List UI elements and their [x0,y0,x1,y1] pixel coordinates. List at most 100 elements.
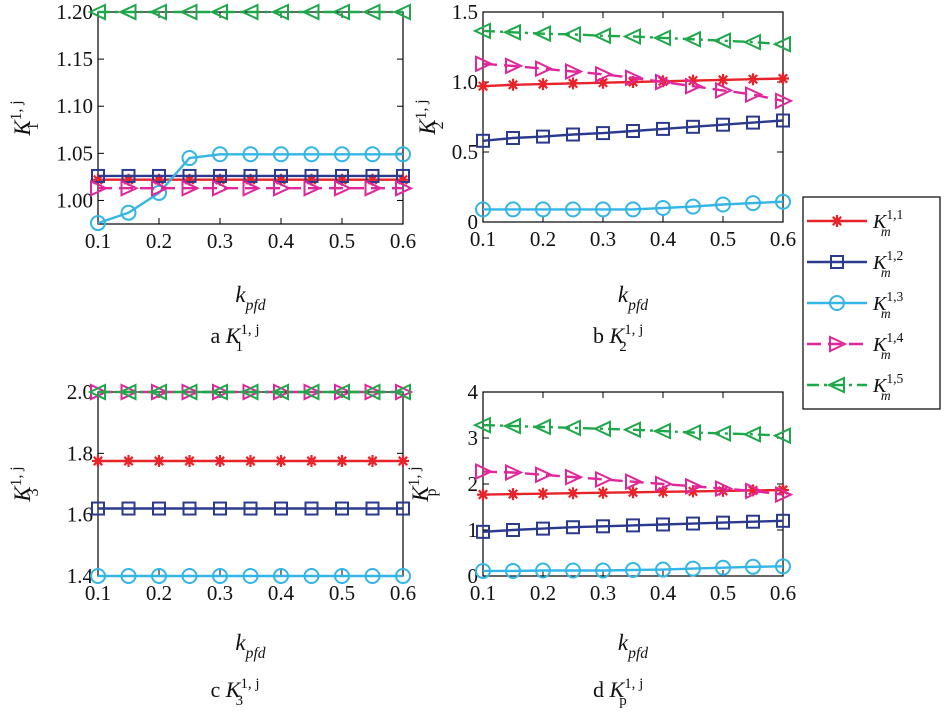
y-axis-label: K1, j2 [413,99,447,135]
y-tick-label: 1.20 [56,0,93,24]
y-tick-label: 2 [468,472,479,496]
legend-marker [829,335,848,353]
data-point [565,468,584,486]
data-point [655,73,674,91]
data-point [537,487,549,500]
data-point [181,179,200,197]
data-point [304,501,319,516]
data-point [336,455,348,467]
data-point [90,179,109,197]
data-point [716,515,730,530]
data-point [742,33,761,51]
data-point [625,562,641,579]
y-tick-label: 0 [468,210,479,234]
series-line [482,62,784,103]
data-point [597,486,609,499]
legend-label: K1,4 m [872,330,904,362]
data-point [687,485,699,498]
x-tick-label: 0.3 [207,581,233,605]
data-point [592,420,611,438]
data-point [364,568,381,584]
series-line [97,153,403,225]
x-tick-label: 0.3 [207,229,233,253]
legend-marker [830,255,844,269]
data-point [625,69,644,87]
legend-entry-K13: K1,3 m [807,289,904,321]
data-point [685,198,701,215]
legend-entry-K12: K1,2 m [807,248,904,280]
plot-frame [482,391,784,577]
data-point [395,146,411,163]
data-point [275,455,287,467]
data-point [120,568,137,584]
x-tick-label: 0.2 [146,229,172,253]
y-axis-label: K1, j1 [8,100,42,136]
data-point [183,455,196,467]
data-point [506,131,520,145]
series-K15 [87,3,411,21]
x-tick-label: 0.2 [146,581,172,605]
data-point [364,179,383,197]
data-point [745,195,761,212]
data-point [537,78,549,91]
legend-marker [826,376,845,394]
series-K15 [472,22,791,53]
legend-label: K1,1 m [872,207,903,239]
series-K12 [91,501,410,516]
data-point [270,383,289,401]
series-K12 [476,113,790,148]
data-point [273,179,292,197]
data-point [505,562,521,579]
data-point [118,383,137,401]
data-point [362,383,381,401]
data-point [90,568,106,584]
data-point [656,121,670,136]
data-point [567,77,579,90]
chart-panel-b: 0.1 0.2 0.3 0.4 0.5 0.6 0 0.5 1.0 1.5 K1, j2 kpfd b … [413,0,796,355]
y-axis-label: K1, jp [406,466,440,502]
data-point [596,126,610,141]
data-point [152,168,166,183]
data-point [656,517,670,532]
data-point [717,73,729,86]
data-point [775,558,791,575]
data-point [775,486,794,504]
y-tick-label: 1.10 [56,94,93,118]
series-K13 [475,558,791,579]
data-point [682,423,701,442]
data-point [364,146,381,163]
x-tick-label: 0.3 [590,227,616,251]
legend-label: K1,5 m [872,371,904,403]
data-point [365,501,380,516]
y-tick-label: 1.4 [67,564,94,588]
data-point [331,383,350,401]
data-point [183,173,196,186]
data-point [622,27,641,46]
x-tick-label: 0.6 [770,581,796,605]
data-point [240,383,259,401]
data-point [622,421,641,439]
data-point [775,92,794,110]
y-tick-label: 1.15 [56,47,93,71]
data-point [532,25,551,43]
data-point [505,57,524,75]
data-point [334,146,350,163]
data-point [152,501,166,516]
data-point [244,455,257,467]
data-point [626,518,640,533]
data-point [712,424,731,442]
data-point [120,204,137,221]
data-point [303,179,322,197]
legend-entry-K14: K1,4 m [807,330,904,362]
series-K13 [475,193,791,218]
chart-panel-d: 0.1 0.2 0.3 0.4 0.5 0.6 0 1 2 3 4 K1, jp kpfd d K1, j… [406,380,796,709]
data-point [595,562,611,579]
data-point [562,419,581,437]
data-point [397,455,409,467]
data-point [335,501,349,516]
data-point [392,3,411,21]
series-line [483,565,784,573]
